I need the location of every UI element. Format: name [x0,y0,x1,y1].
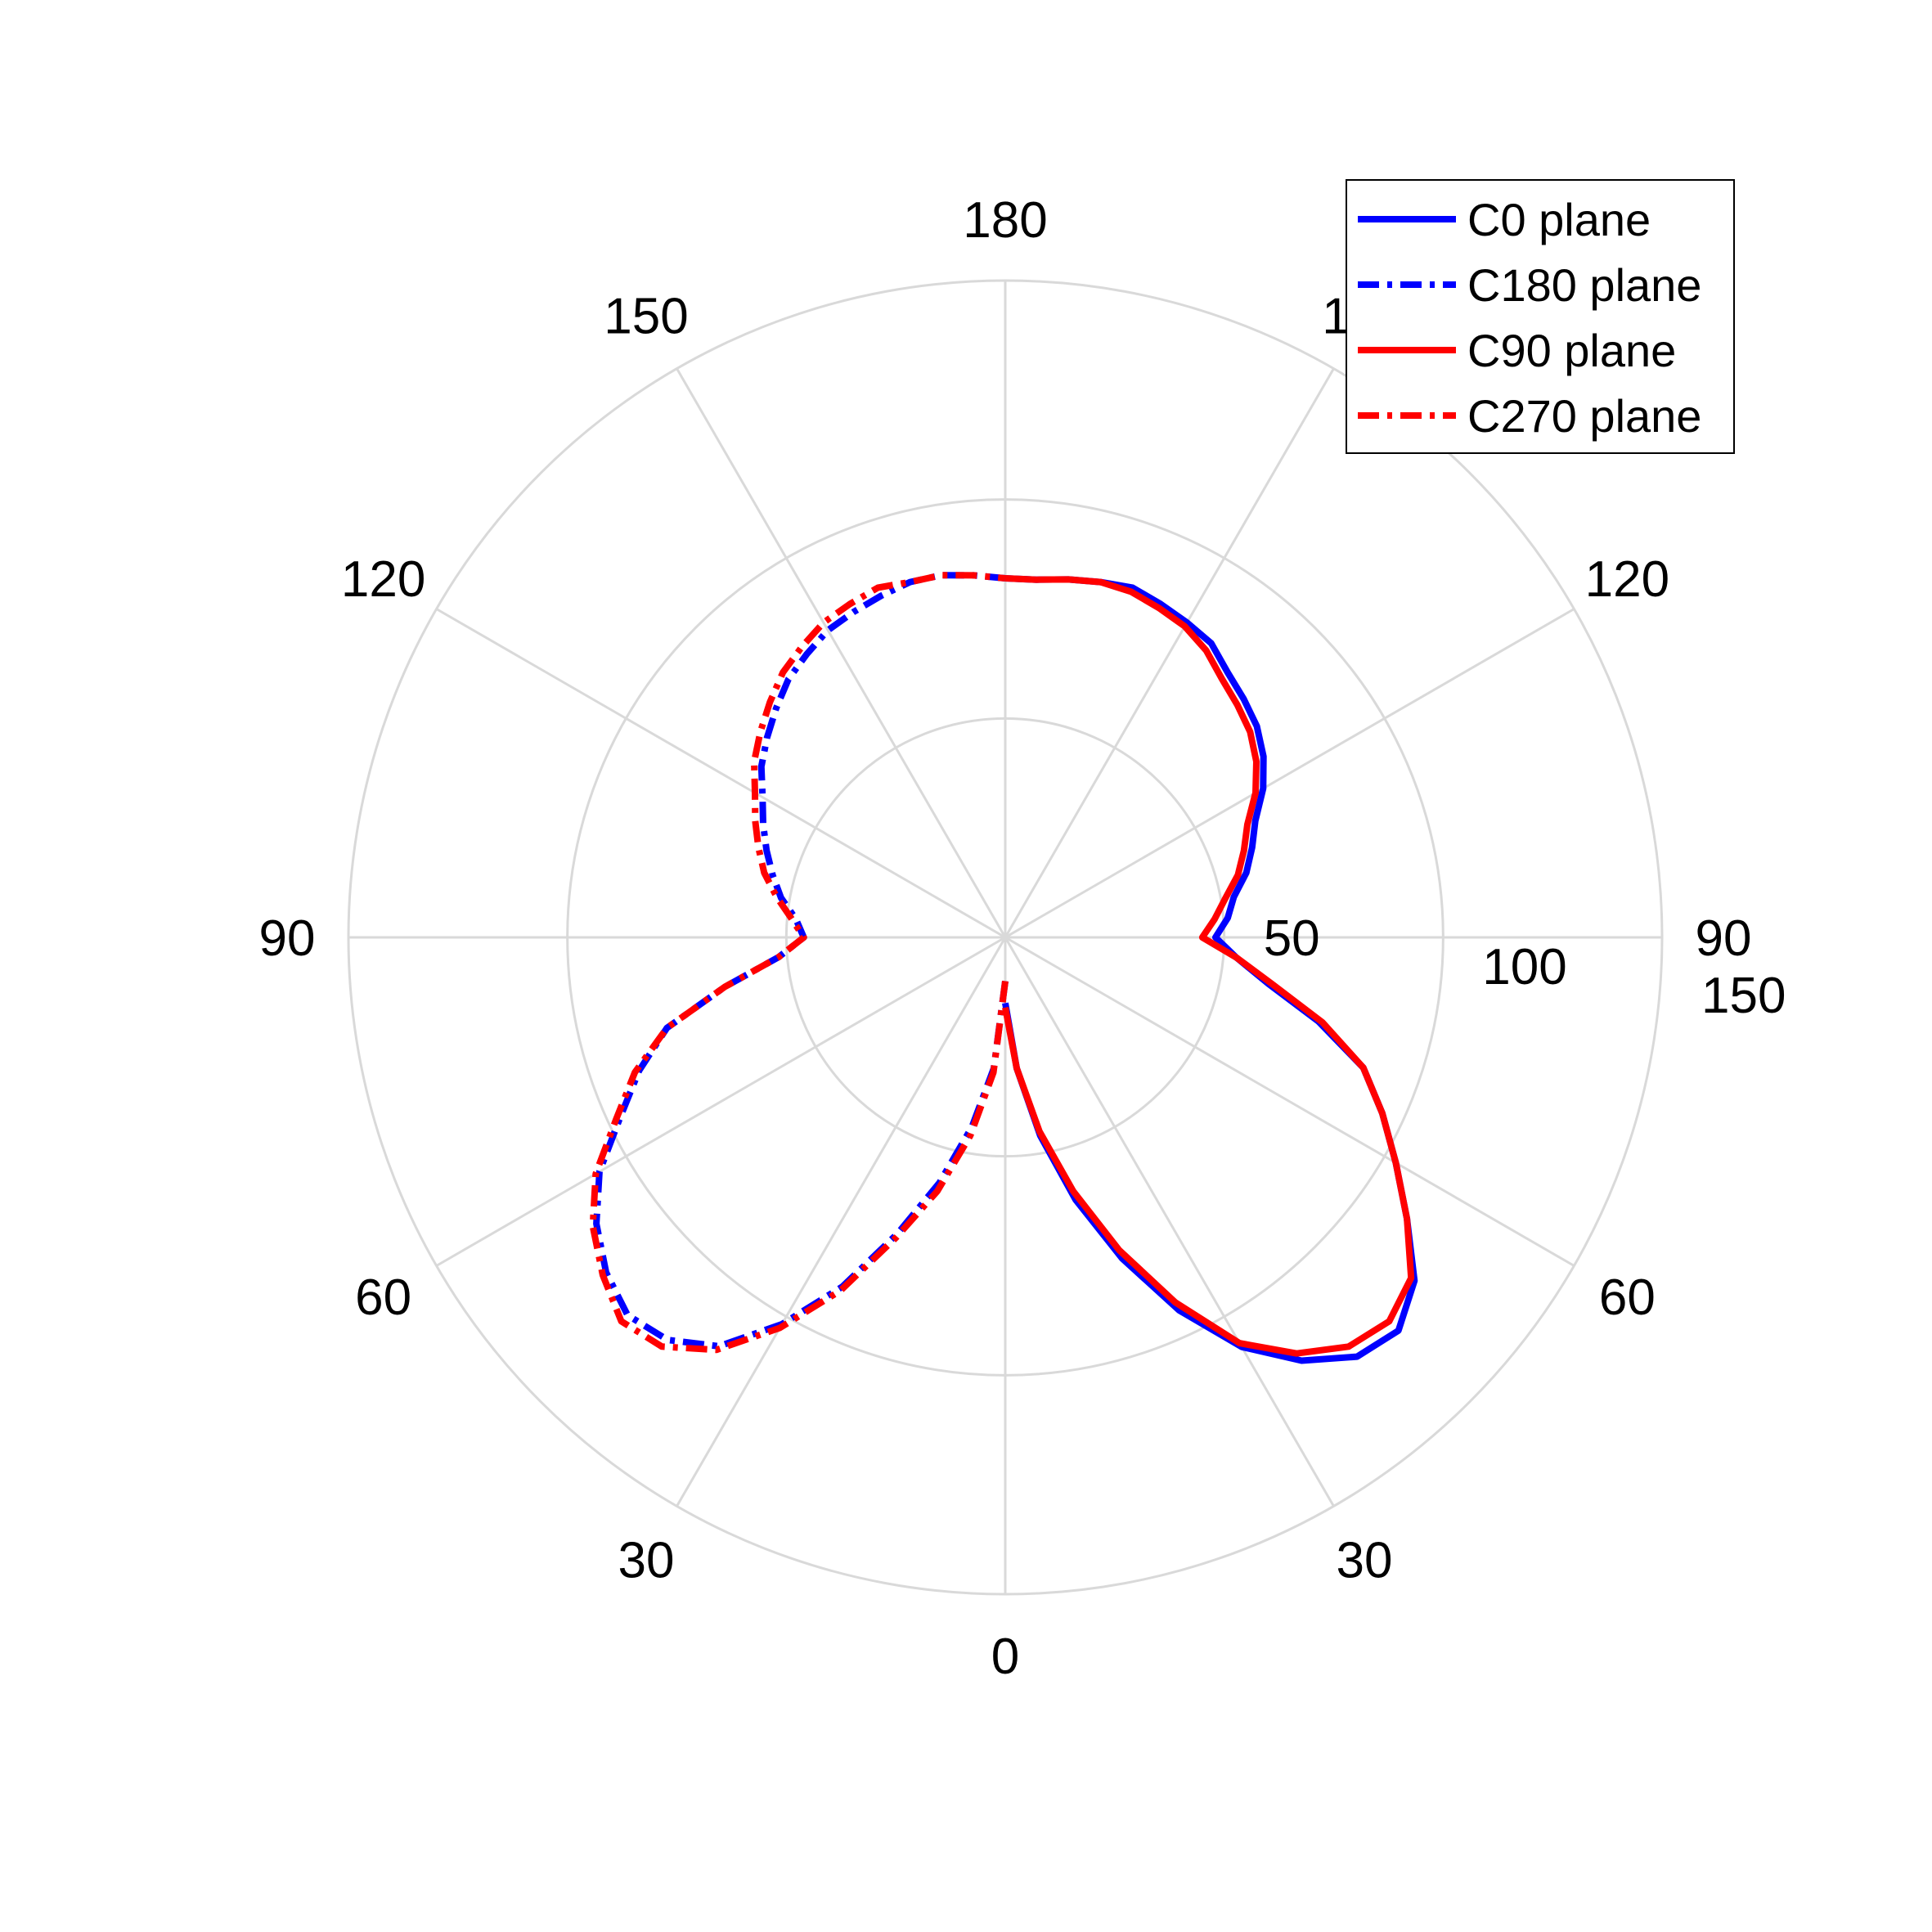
angle-tick-label: 30 [1337,1532,1393,1588]
grid-spoke [435,608,1006,939]
legend-box [1346,179,1735,454]
series-line-c0-plane [1002,575,1418,1364]
series-line-c180-plane [593,572,1009,1350]
angle-tick-label: 60 [1599,1269,1656,1326]
angle-tick-label: 0 [991,1629,1019,1685]
radial-tick-label: 50 [1264,910,1320,967]
legend-label: C270 plane [1467,390,1701,442]
axis-labels: 030609012015018015012090603050100150 [259,192,1786,1685]
legend-label: C90 plane [1467,325,1676,376]
grid-spoke [676,937,1007,1507]
angle-tick-label: 180 [963,192,1047,249]
legend-label: C180 plane [1467,259,1701,311]
angle-tick-label: 120 [1585,551,1669,608]
grid-spoke [1004,937,1335,1507]
grid-spoke [1004,936,1575,1267]
angle-tick-label: 90 [259,910,316,967]
legend-label: C0 plane [1467,194,1651,245]
series-line-c270-plane [589,572,1009,1354]
grid-spoke [1004,367,1335,938]
legend: C0 plane C180 plane C90 plane C270 plane [1346,179,1735,454]
grid-spoke [1004,608,1575,939]
radial-tick-label: 100 [1482,939,1566,995]
angle-tick-label: 150 [604,289,688,345]
angle-tick-label: 120 [341,551,425,608]
series-line-c90-plane [1002,575,1415,1357]
polar-grid [347,279,1664,1596]
grid-spoke [435,936,1006,1267]
series-curves [589,572,1418,1364]
radial-tick-label: 150 [1701,968,1786,1024]
angle-tick-label: 90 [1696,910,1752,967]
grid-spoke [676,367,1007,938]
angle-tick-label: 30 [618,1532,675,1588]
angle-tick-label: 60 [355,1269,411,1326]
